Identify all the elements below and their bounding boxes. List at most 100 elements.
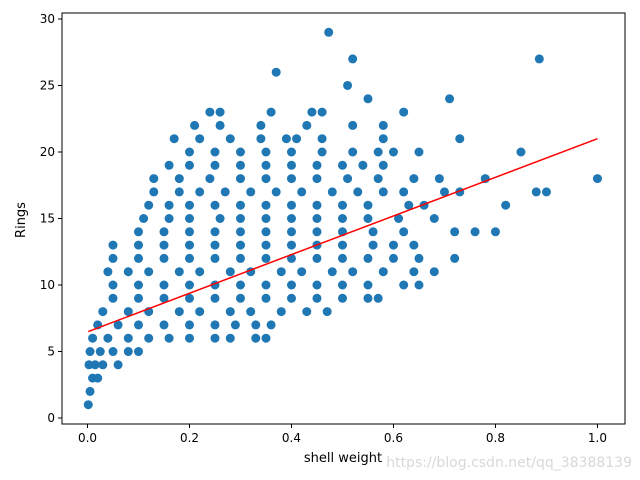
scatter-point bbox=[83, 400, 93, 410]
scatter-point bbox=[98, 360, 108, 370]
scatter-point bbox=[429, 214, 439, 223]
scatter-point bbox=[215, 214, 225, 223]
scatter-point bbox=[286, 174, 296, 184]
scatter-point bbox=[235, 280, 245, 290]
scatter-point bbox=[363, 94, 373, 104]
scatter-point bbox=[123, 267, 133, 277]
scatter-point bbox=[108, 280, 118, 290]
x-tick-label: 0.4 bbox=[282, 431, 301, 445]
scatter-point bbox=[235, 240, 245, 250]
scatter-point bbox=[195, 307, 205, 317]
scatter-point bbox=[251, 320, 261, 330]
scatter-point bbox=[108, 240, 118, 250]
scatter-point bbox=[271, 67, 281, 77]
scatter-point bbox=[312, 253, 322, 263]
scatter-point bbox=[123, 307, 133, 317]
scatter-point bbox=[159, 293, 169, 303]
scatter-point bbox=[113, 360, 123, 370]
scatter-point bbox=[414, 253, 424, 263]
scatter-point bbox=[337, 280, 347, 290]
scatter-point bbox=[409, 174, 419, 184]
scatter-point bbox=[184, 200, 194, 210]
scatter-point bbox=[133, 320, 143, 330]
scatter-point bbox=[501, 200, 511, 210]
scatter-point bbox=[271, 187, 281, 197]
scatter-point bbox=[261, 227, 271, 237]
scatter-point bbox=[312, 227, 322, 237]
scatter-point bbox=[210, 200, 220, 210]
scatter-point bbox=[312, 160, 322, 170]
scatter-point bbox=[139, 214, 149, 223]
y-axis-ticks: 0 5 10 15 20 25 30 bbox=[40, 12, 62, 425]
scatter-point bbox=[85, 386, 95, 396]
scatter-point bbox=[190, 120, 200, 130]
scatter-point bbox=[297, 267, 307, 277]
scatter-point bbox=[592, 174, 602, 184]
scatter-point bbox=[261, 160, 271, 170]
scatter-point bbox=[368, 227, 378, 237]
x-tick-label: 0.2 bbox=[180, 431, 199, 445]
x-tick-label: 0.0 bbox=[78, 431, 97, 445]
scatter-point bbox=[394, 214, 404, 223]
scatter-point bbox=[220, 187, 230, 197]
scatter-point bbox=[246, 307, 256, 317]
scatter-point bbox=[292, 134, 302, 144]
scatter-point bbox=[490, 227, 500, 237]
scatter-point bbox=[133, 347, 143, 357]
scatter-point bbox=[348, 54, 358, 64]
y-tick-label: 20 bbox=[40, 145, 55, 159]
scatter-point bbox=[184, 147, 194, 157]
y-tick-label: 25 bbox=[40, 78, 55, 92]
regression-line bbox=[87, 137, 598, 333]
scatter-point bbox=[174, 307, 184, 317]
scatter-point bbox=[164, 200, 174, 210]
scatter-point bbox=[378, 120, 388, 130]
y-axis-label: Rings bbox=[14, 202, 29, 238]
scatter-point bbox=[337, 200, 347, 210]
scatter-point bbox=[159, 227, 169, 237]
scatter-point bbox=[373, 147, 383, 157]
y-tick-label: 0 bbox=[47, 411, 55, 425]
scatter-point bbox=[256, 120, 266, 130]
scatter-point bbox=[266, 107, 276, 117]
scatter-point bbox=[363, 214, 373, 223]
scatter-point bbox=[261, 333, 271, 343]
scatter-point bbox=[184, 293, 194, 303]
scatter-point bbox=[164, 214, 174, 223]
scatter-point bbox=[302, 120, 312, 130]
scatter-point bbox=[144, 200, 154, 210]
scatter-point bbox=[404, 200, 414, 210]
scatter-point bbox=[149, 174, 159, 184]
scatter-point bbox=[343, 80, 353, 90]
scatter-point bbox=[256, 134, 266, 144]
scatter-point bbox=[312, 293, 322, 303]
scatter-point bbox=[184, 320, 194, 330]
scatter-point bbox=[184, 253, 194, 263]
scatter-point bbox=[317, 134, 327, 144]
scatter-point bbox=[286, 280, 296, 290]
scatter-point bbox=[215, 107, 225, 117]
x-axis-ticks: 0.0 0.2 0.4 0.6 0.8 1.0 bbox=[78, 424, 607, 445]
scatter-point bbox=[210, 147, 220, 157]
scatter-point bbox=[174, 174, 184, 184]
scatter-point bbox=[261, 280, 271, 290]
scatter-point bbox=[312, 174, 322, 184]
scatter-point bbox=[312, 280, 322, 290]
scatter-point bbox=[317, 107, 327, 117]
scatter-point bbox=[409, 267, 419, 277]
scatter-point bbox=[133, 280, 143, 290]
scatter-point bbox=[261, 253, 271, 263]
scatter-point bbox=[144, 267, 154, 277]
scatter-point bbox=[276, 307, 286, 317]
scatter-point bbox=[363, 200, 373, 210]
scatter-point bbox=[210, 333, 220, 343]
scatter-points bbox=[83, 27, 602, 410]
scatter-point bbox=[261, 214, 271, 223]
scatter-point bbox=[337, 293, 347, 303]
scatter-point bbox=[164, 333, 174, 343]
scatter-point bbox=[434, 174, 444, 184]
scatter-point bbox=[317, 147, 327, 157]
scatter-point bbox=[470, 227, 480, 237]
scatter-point bbox=[429, 267, 439, 277]
scatter-point bbox=[363, 293, 373, 303]
